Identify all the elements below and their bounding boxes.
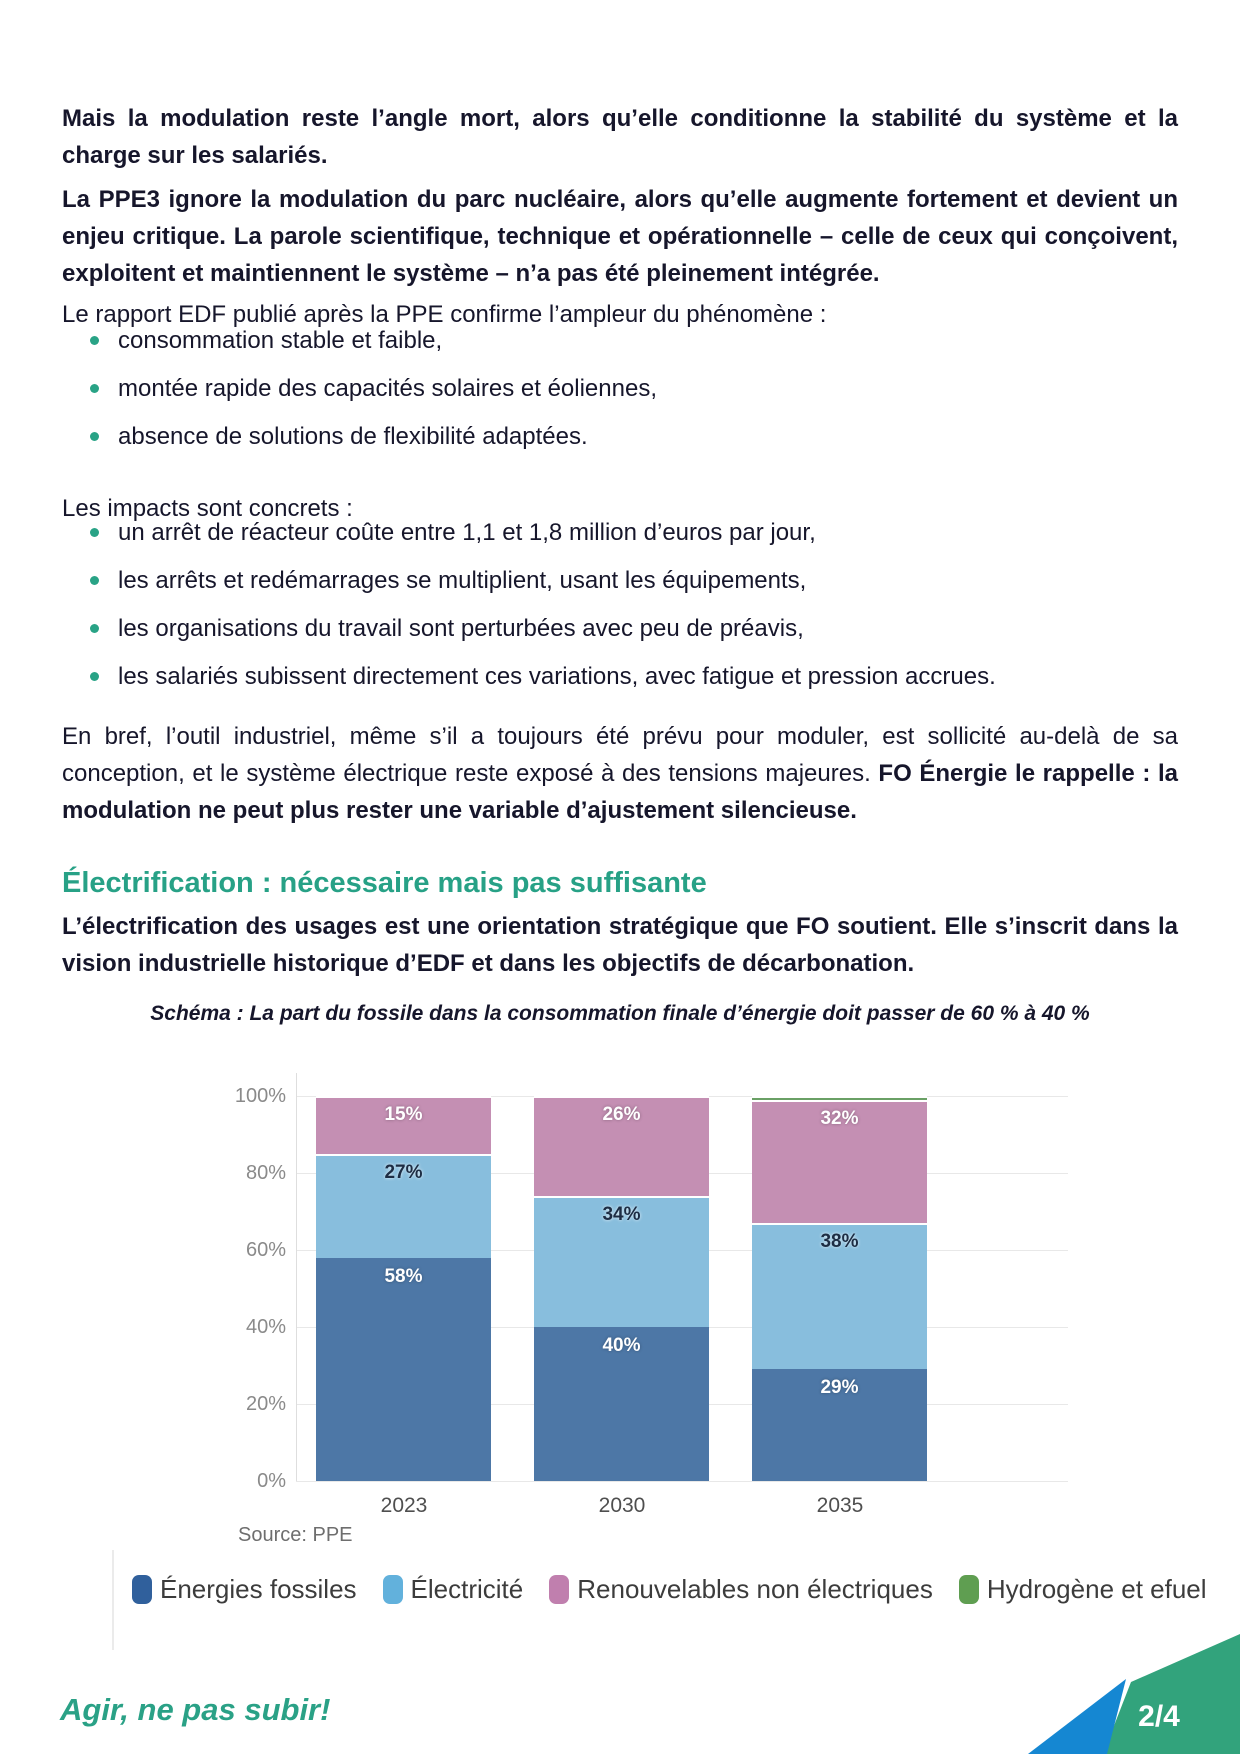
legend-swatch-icon [958,1575,979,1604]
list-item: les organisations du travail sont pertur… [62,610,1178,647]
page-number: 2/4 [1138,1700,1180,1733]
x-axis-label-2035: 2035 [816,1494,864,1517]
legend-label: Renouvelables non électriques [577,1574,933,1604]
bar-segment [316,1096,491,1154]
corner-blue-triangle [1028,1679,1126,1754]
bullet-icon [90,624,99,633]
y-tick-label: 0% [257,1470,286,1492]
bar-value-label: 58% [384,1265,423,1287]
bar-segment [752,1369,927,1481]
legend-item-hydrogene: Hydrogène et efuel [958,1574,1207,1605]
footer-slogan: Agir, ne pas subir! [60,1692,331,1727]
section-heading-electrification: Électrification : nécessaire mais pas su… [62,867,707,900]
bar-value-label: 27% [384,1161,423,1183]
bullet-list-impacts: un arrêt de réacteur coûte entre 1,1 et … [62,514,1178,706]
bar-value-label: 40% [602,1335,641,1356]
legend-divider [112,1550,114,1650]
y-axis-line [296,1073,297,1481]
legend-item-renouvelables: Renouvelables non électriques [549,1574,933,1605]
list-item: un arrêt de réacteur coûte entre 1,1 et … [62,514,1178,551]
list-item: consommation stable et faible, [62,322,1178,359]
bar-value-label: 38% [820,1231,859,1253]
paragraph-en-bref-normal: En bref, l’outil industriel, même s’il a… [62,723,1178,787]
legend-swatch-icon [382,1575,403,1604]
bar-segment [534,1196,709,1327]
chart-legend: Énergies fossiles Électricité Renouvelab… [132,1574,1207,1605]
grid-line [296,1173,1068,1174]
bar-segment [752,1096,927,1100]
bar-segment [316,1153,491,1258]
bullet-list-phenomene: consommation stable et faible, montée ra… [62,322,1178,466]
legend-swatch-icon [132,1575,152,1604]
grid-line [296,1096,1068,1097]
list-item: montée rapide des capacités solaires et … [62,370,1178,407]
list-item-text: consommation stable et faible, [118,327,443,354]
bar-value-label: 32% [820,1107,859,1129]
legend-label: Électricité [410,1574,524,1604]
bullet-icon [90,432,99,441]
y-tick-label: 60% [245,1239,286,1261]
grid-line [296,1481,1068,1482]
legend-item-electricite: Électricité [382,1574,524,1605]
bar-value-label: 34% [602,1204,641,1226]
list-item-text: les arrêts et redémarrages se multiplien… [118,567,807,594]
x-axis-label-2023: 2023 [380,1494,428,1517]
bullet-icon [90,384,99,393]
legend-item-energies-fossiles: Énergies fossiles [132,1574,357,1605]
legend-label: Énergies fossiles [160,1574,357,1604]
bar-segment [316,1257,491,1481]
bullet-icon [90,528,99,537]
corner-green-shape [1103,1634,1240,1754]
paragraph-intro: Mais la modulation reste l’angle mort, a… [62,105,1178,169]
paragraph-ppe3: La PPE3 ignore la modulation du parc nuc… [62,186,1178,287]
list-item-text: montée rapide des capacités solaires et … [118,375,657,402]
list-item: absence de solutions de flexibilité adap… [62,418,1178,455]
bullet-icon [90,336,99,345]
bullet-icon [90,672,99,681]
bar-segment [752,1223,927,1370]
bar-segment [752,1099,927,1224]
paragraph-impacts: Les impacts sont concrets : [62,495,353,522]
paragraph-electrification: L’électrification des usages est une ori… [62,913,1178,977]
bar-value-label: 29% [820,1377,859,1399]
y-tick-label: 100% [234,1085,286,1107]
list-item-text: les salariés subissent directement ces v… [118,663,996,690]
chart-source: Source: PPE [238,1524,353,1546]
bar-segment [534,1096,709,1197]
chart-caption: Schéma : La part du fossile dans la cons… [150,1002,1090,1025]
list-item-text: absence de solutions de flexibilité adap… [118,423,588,450]
list-item-text: les organisations du travail sont pertur… [118,615,804,642]
grid-line [296,1404,1068,1405]
list-item-text: un arrêt de réacteur coûte entre 1,1 et … [118,519,816,546]
y-tick-label: 40% [245,1316,286,1338]
grid-line [296,1327,1068,1328]
corner-decoration [1028,1634,1240,1754]
x-axis-label-2030: 2030 [598,1494,646,1517]
y-tick-label: 20% [245,1393,286,1415]
legend-label: Hydrogène et efuel [986,1574,1207,1604]
bar-value-label: 15% [384,1104,423,1125]
paragraph-en-bref: En bref, l’outil industriel, même s’il a… [62,718,1178,829]
bar-value-label: 26% [602,1104,641,1125]
list-item: les salariés subissent directement ces v… [62,658,1178,695]
bullet-icon [90,576,99,585]
legend-swatch-icon [549,1575,570,1604]
list-item: les arrêts et redémarrages se multiplien… [62,562,1178,599]
paragraph-rapport-edf: Le rapport EDF publié après la PPE confi… [62,301,827,328]
paragraph-en-bref-bold: FO Énergie le rappelle : la modulation n… [62,760,1178,824]
grid-line [296,1250,1068,1251]
bar-segment [534,1327,709,1481]
y-tick-label: 80% [245,1162,286,1184]
